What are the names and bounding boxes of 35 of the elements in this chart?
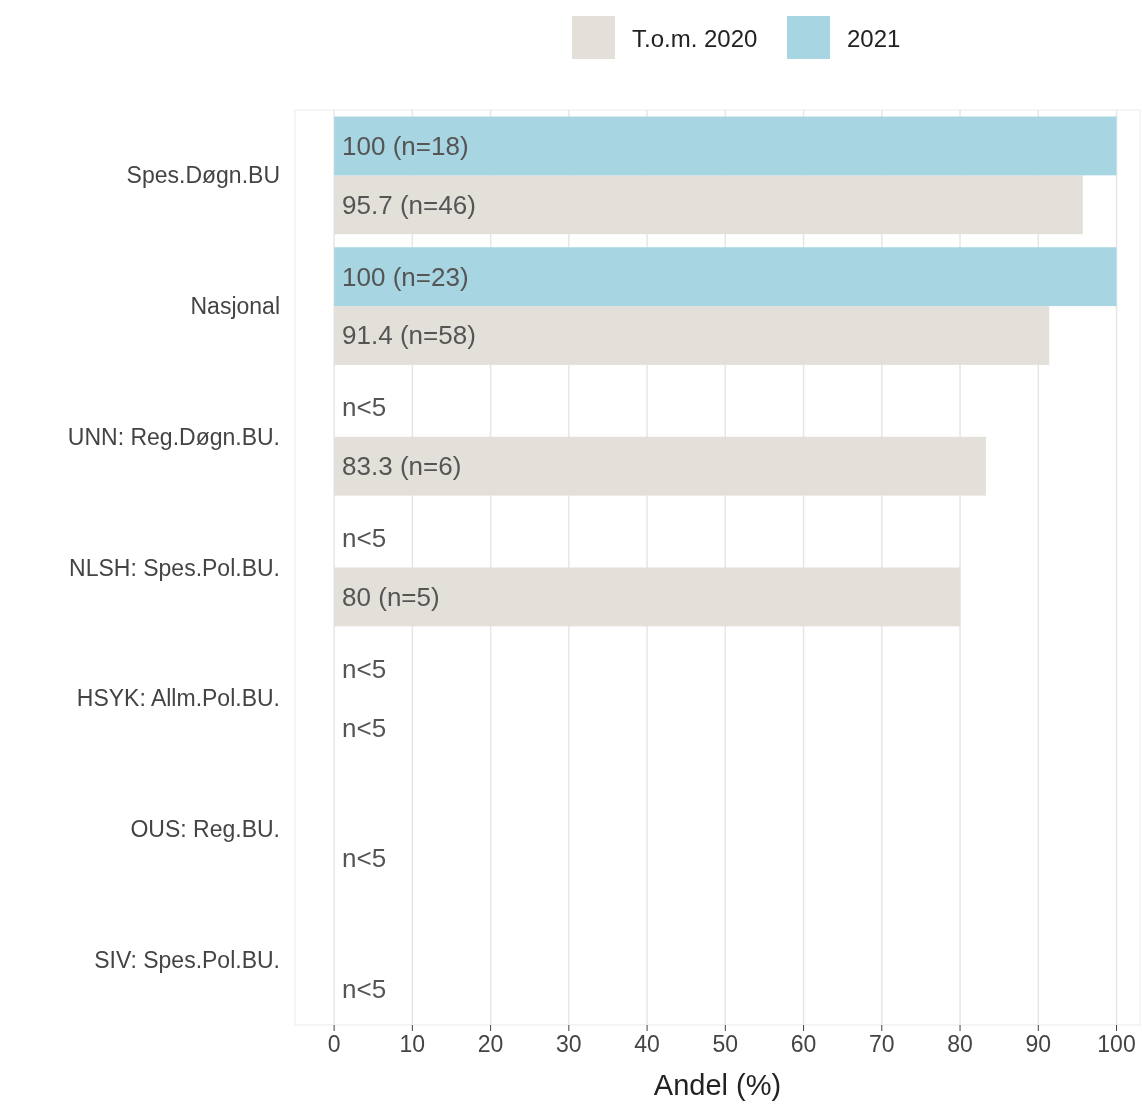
y-tick-label: Nasjonal xyxy=(190,293,280,320)
y-tick-label: OUS: Reg.BU. xyxy=(130,815,280,842)
text: n<5 xyxy=(342,653,387,684)
x-tick-label: 50 xyxy=(712,1031,739,1057)
data-label: 100 (n=23) xyxy=(342,261,469,292)
y-tick-label: SIV: Spes.Pol.BU. xyxy=(94,946,280,973)
legend-label: 2021 xyxy=(847,24,901,52)
x-tick-label: 90 xyxy=(1025,1031,1052,1057)
x-tick-label: 100 xyxy=(1097,1031,1136,1057)
x-tick-label: 30 xyxy=(556,1031,582,1057)
y-tick-label: NLSH: Spes.Pol.BU. xyxy=(69,554,280,581)
data-label: 83.3 (n=6) xyxy=(342,451,462,482)
x-tick-label: 60 xyxy=(790,1031,817,1057)
data-label: 80 (n=5) xyxy=(342,581,440,612)
x-tick-label: 80 xyxy=(947,1031,973,1057)
legend-label: T.o.m. 2020 xyxy=(632,24,758,52)
y-tick-label: UNN: Reg.Døgn.BU. xyxy=(67,423,280,450)
bar xyxy=(334,247,1117,307)
x-tick-label: 10 xyxy=(399,1031,426,1057)
text: n<5 xyxy=(342,392,387,423)
x-tick-label: 40 xyxy=(634,1031,660,1057)
y-tick-label: HSYK: Allm.Pol.BU. xyxy=(76,685,280,712)
text: n<5 xyxy=(342,523,387,554)
x-axis-title: Andel (%) xyxy=(653,1069,782,1101)
data-label: 100 (n=18) xyxy=(342,130,469,161)
text: n<5 xyxy=(342,843,387,874)
text: n<5 xyxy=(342,974,387,1005)
x-tick-label: 0 xyxy=(327,1031,341,1057)
bar xyxy=(334,116,1117,176)
x-tick-label: 70 xyxy=(869,1031,895,1057)
y-tick-label: Spes.Døgn.BU xyxy=(126,162,280,189)
text: n<5 xyxy=(342,712,387,743)
x-tick-label: 20 xyxy=(477,1031,504,1057)
data-label: 95.7 (n=46) xyxy=(342,189,476,220)
data-label: 91.4 (n=58) xyxy=(342,320,476,351)
